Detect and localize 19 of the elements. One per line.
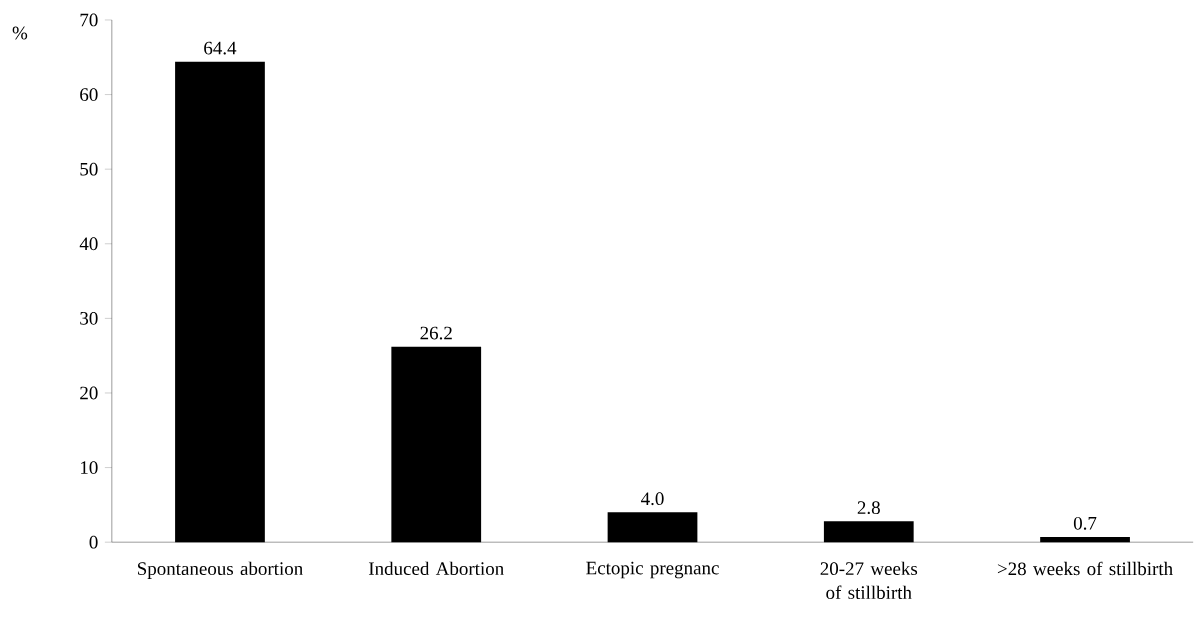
x-tick-label: Spontaneous abortion (137, 561, 303, 579)
data-label: 0.7 (1073, 516, 1097, 530)
x-tick-label: >28 weeks of stillbirth (997, 561, 1173, 576)
y-tick-label: 40 (79, 237, 98, 251)
x-tick-label: 20-27 weeks of stillbirth (820, 561, 918, 599)
y-tick-label: 0 (89, 535, 98, 549)
data-label: 2.8 (857, 501, 880, 515)
x-tick-label: Induced Abortion (368, 561, 504, 575)
y-tick-label: 70 (80, 13, 98, 27)
y-tick-label: 20 (80, 386, 98, 400)
data-label: 26.2 (420, 326, 452, 340)
data-label: 4.0 (641, 492, 664, 506)
y-tick-label: 50 (80, 162, 98, 176)
x-tick-label: Ectopic pregnanc (586, 561, 719, 579)
data-label: 64.4 (204, 41, 237, 55)
y-tick-label: 60 (80, 88, 98, 101)
y-tick-label: 30 (80, 311, 98, 325)
y-tick-label: 10 (81, 461, 98, 474)
y-axis-title: % (12, 26, 28, 40)
